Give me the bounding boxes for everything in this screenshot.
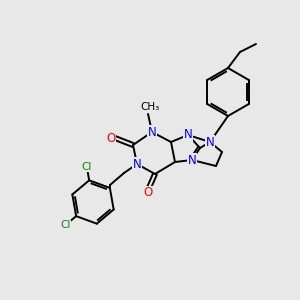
Text: N: N [206,136,214,148]
Text: CH₃: CH₃ [140,102,160,112]
Text: N: N [184,128,192,142]
Text: N: N [133,158,141,170]
Text: Cl: Cl [60,220,70,230]
Text: Cl: Cl [82,161,92,172]
Text: N: N [188,154,196,166]
Text: O: O [143,187,153,200]
Text: O: O [106,131,116,145]
Text: N: N [148,125,156,139]
